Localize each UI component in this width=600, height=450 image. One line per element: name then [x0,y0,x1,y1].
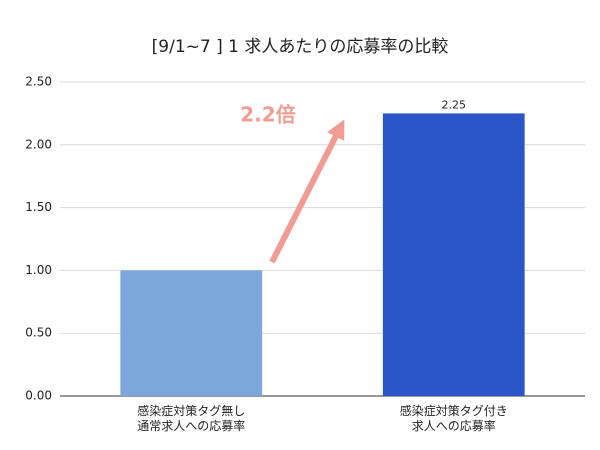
annotation-arrow [269,119,345,264]
x-tick-label: 感染症対策タグ無し 通常求人への応募率 [137,404,246,433]
chart-title: [9/1~7 ] 1 求人あたりの応募率の比較 [152,37,449,57]
y-tick-label: 1.00 [25,263,52,277]
value-label: 2.25 [442,98,467,111]
annotation: 2.2倍 [240,103,295,127]
y-tick-label: 0.50 [25,326,52,340]
y-tick-label: 0.00 [25,389,52,403]
y-tick-label: 1.50 [25,200,52,214]
bar [120,270,263,396]
x-tick-label: 感染症対策タグ付き 求人への応募率 [399,404,508,433]
bar [382,113,525,397]
y-tick-label: 2.50 [25,75,52,89]
y-tick-label: 2.00 [25,137,52,151]
